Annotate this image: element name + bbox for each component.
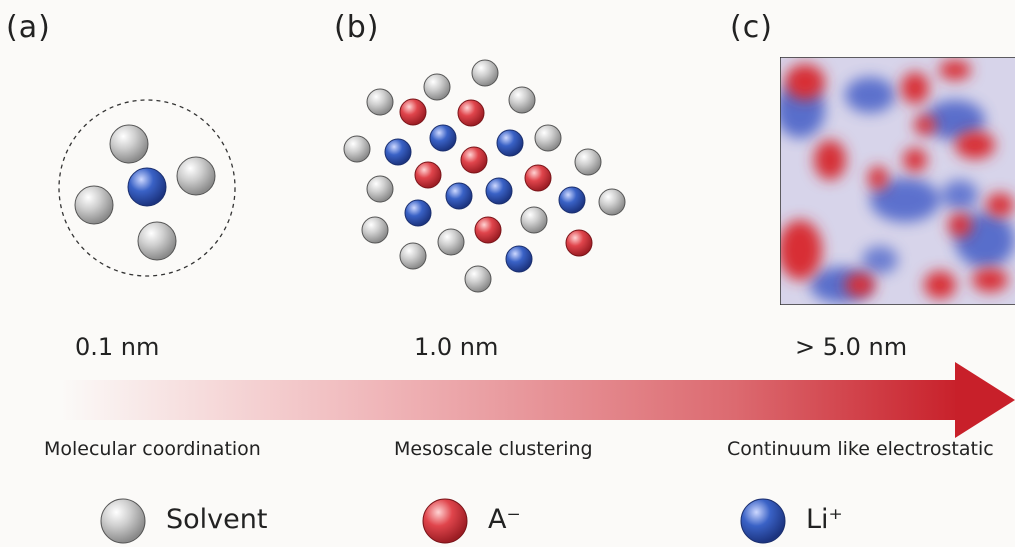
legend-solvent-label: Solvent bbox=[166, 504, 268, 535]
lithium-ion bbox=[505, 245, 533, 273]
legend-lithium-label: Li⁺ bbox=[806, 504, 843, 535]
panel-a-scale: 0.1 nm bbox=[75, 333, 160, 361]
solvent-molecule bbox=[598, 188, 626, 216]
solvation-shell-boundary bbox=[58, 99, 236, 277]
anion bbox=[414, 161, 442, 189]
solvent-molecule bbox=[437, 228, 465, 256]
solvent-molecule bbox=[399, 242, 427, 270]
solvent-molecule bbox=[471, 59, 499, 87]
solvent-molecule bbox=[343, 135, 371, 163]
solvent-molecule bbox=[520, 206, 548, 234]
anion-legend-icon bbox=[422, 498, 468, 544]
solvent-molecule bbox=[534, 124, 562, 152]
panel-a-description: Molecular coordination bbox=[44, 438, 261, 460]
anion bbox=[524, 164, 552, 192]
lithium-ion bbox=[384, 138, 412, 166]
solvent-molecule bbox=[366, 88, 394, 116]
solvent-molecule bbox=[361, 216, 389, 244]
solvent-molecule bbox=[366, 175, 394, 203]
panel-b-cluster bbox=[343, 59, 626, 293]
panel-c-label: (c) bbox=[730, 10, 773, 45]
lithium-ion bbox=[127, 167, 167, 207]
anion bbox=[460, 146, 488, 174]
panel-a-label: (a) bbox=[6, 10, 51, 45]
legend-lithium: Li⁺ bbox=[790, 504, 843, 535]
lithium-ion bbox=[429, 124, 457, 152]
lithium-ion bbox=[485, 177, 513, 205]
anion bbox=[457, 99, 485, 127]
legend-anion-label: A⁻ bbox=[488, 504, 521, 535]
solvent-molecule bbox=[137, 221, 177, 261]
solvent-molecule bbox=[508, 86, 536, 114]
panel-b-scale: 1.0 nm bbox=[414, 333, 499, 361]
panel-b-description: Mesoscale clustering bbox=[394, 438, 593, 460]
solvent-legend-icon bbox=[100, 498, 146, 544]
lithium-ion bbox=[558, 186, 586, 214]
solvent-molecule bbox=[423, 73, 451, 101]
solvent-molecule bbox=[74, 185, 114, 225]
panel-c-scale: > 5.0 nm bbox=[795, 333, 908, 361]
panel-b-label: (b) bbox=[334, 10, 380, 45]
panel-a-shell bbox=[58, 99, 236, 277]
anion bbox=[474, 216, 502, 244]
legend-solvent: Solvent bbox=[150, 504, 267, 535]
legend-anion: A⁻ bbox=[472, 504, 521, 535]
anion bbox=[565, 229, 593, 257]
scale-arrow bbox=[60, 362, 1015, 438]
solvent-molecule bbox=[176, 156, 216, 196]
solvent-molecule bbox=[109, 124, 149, 164]
lithium-legend-icon bbox=[740, 498, 786, 544]
solvent-molecule bbox=[464, 265, 492, 293]
anion bbox=[399, 98, 427, 126]
lithium-ion bbox=[496, 129, 524, 157]
lithium-ion bbox=[404, 199, 432, 227]
solvent-molecule bbox=[574, 148, 602, 176]
panel-c-description: Continuum like electrostatic bbox=[727, 438, 994, 460]
lithium-ion bbox=[445, 182, 473, 210]
panel-c-continuum-field bbox=[780, 57, 1015, 305]
